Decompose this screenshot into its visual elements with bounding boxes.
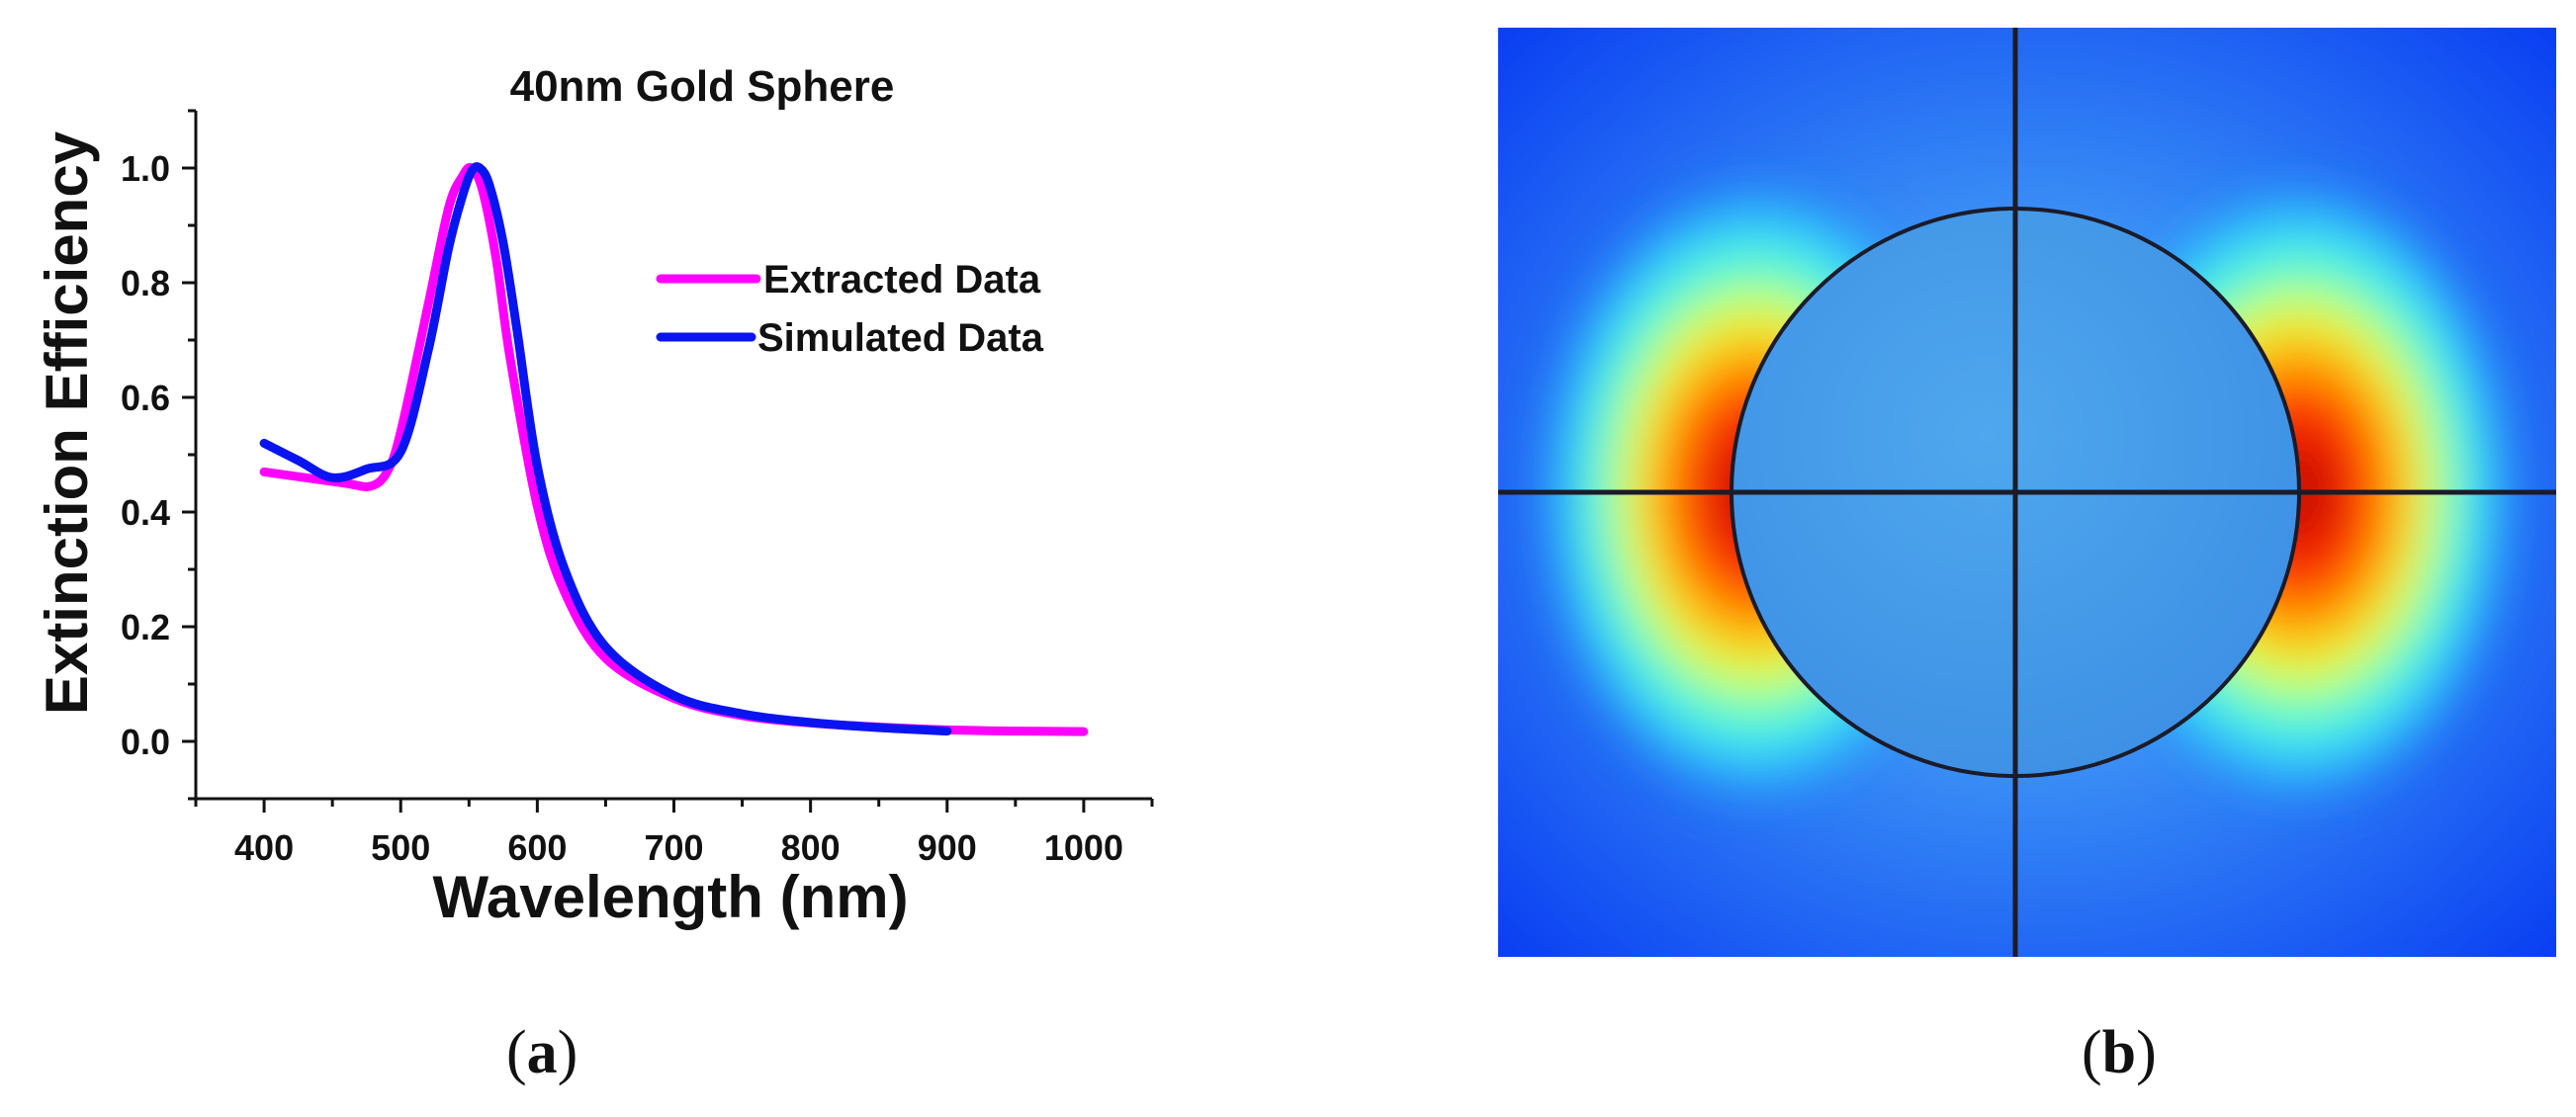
x-axis-title: Wavelength (nm) [432, 864, 908, 930]
x-tick-label: 800 [781, 827, 841, 868]
y-tick-label: 0.6 [121, 378, 170, 418]
chart-legend: Extracted Data Simulated Data [656, 258, 1044, 360]
x-tick-label: 500 [371, 827, 430, 868]
legend-label-simulated: Simulated Data [757, 316, 1044, 360]
panel-caption-a: (a) [506, 1019, 578, 1086]
y-tick-label: 0.4 [121, 492, 170, 533]
x-tick-label: 700 [644, 827, 703, 868]
legend-label-extracted: Extracted Data [763, 258, 1041, 301]
x-tick-label: 1000 [1044, 827, 1123, 868]
panel-caption-b-letter: b [2101, 1019, 2137, 1086]
x-tick-label: 900 [918, 827, 977, 868]
x-tick-label: 600 [507, 827, 567, 868]
y-tick-label: 0.8 [121, 263, 170, 303]
panel-caption-a-letter: a [526, 1019, 558, 1086]
series-line-extracted [259, 162, 1089, 736]
y-axis-title: Extinction Efficiency [34, 130, 100, 715]
y-tick-label: 1.0 [121, 148, 170, 189]
chart-series-layer [259, 162, 1089, 736]
chart-ticks: 400 500 600 700 800 900 1000 0.0 0.2 0.4 0.6 0.8 1.0 [121, 109, 1154, 868]
x-tick-label: 400 [234, 827, 294, 868]
panel-caption-b: (b) [2082, 1019, 2157, 1086]
panel-b-field-map [1498, 28, 2556, 957]
series-line-simulated [259, 162, 952, 736]
y-tick-label: 0.2 [121, 607, 170, 647]
chart-title: 40nm Gold Sphere [510, 62, 895, 111]
y-tick-label: 0.0 [121, 722, 170, 762]
